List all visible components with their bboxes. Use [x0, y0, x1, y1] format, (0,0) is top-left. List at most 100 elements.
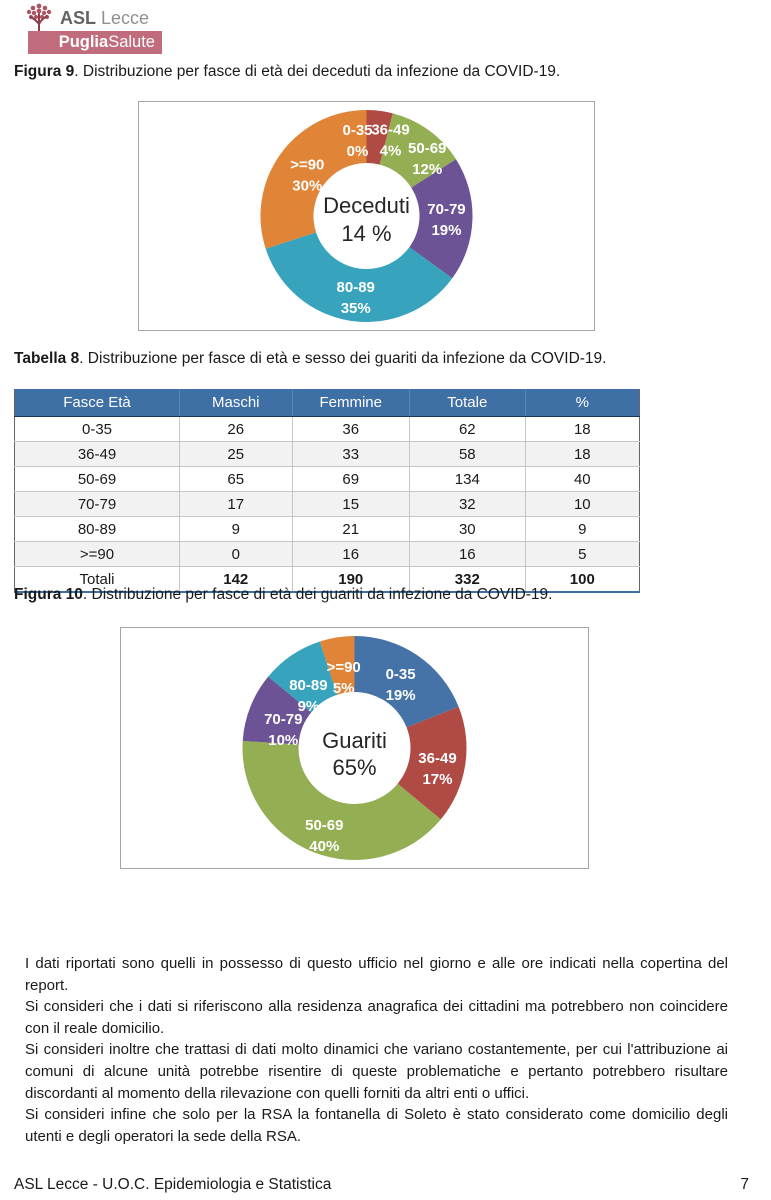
banner-rest: Salute [108, 33, 155, 51]
slice-label-category-36-49: 36-49 [371, 122, 409, 139]
column-header: Fasce Età [14, 389, 180, 417]
table-cell: 142 [179, 566, 292, 593]
table-cell: 32 [409, 491, 526, 517]
table-cell: 40 [524, 466, 640, 492]
column-header: Femmine [291, 389, 410, 417]
column-header: % [524, 389, 640, 417]
slice-label-category-0-35: 0-35 [342, 122, 372, 139]
figura10-caption: Figura 10. Distribuzione per fasce di et… [14, 586, 552, 604]
logo-text: ASL Lecce [60, 8, 149, 29]
figura9-caption-label: Figura 9 [14, 63, 75, 80]
table-cell: 9 [179, 516, 292, 542]
donut-slice->=90 [319, 636, 355, 695]
table-cell: 0 [179, 541, 292, 567]
slice-label-percent->=90: 5% [333, 680, 355, 697]
logo-lecce: Lecce [101, 8, 150, 28]
footer-office-label: ASL Lecce - U.O.C. Epidemiologia e Stati… [14, 1176, 332, 1193]
guariti-donut-chart: 0-35 19% 36-49 17% 50-69 40% 70-79 10% 80-89 9% >=… [242, 636, 467, 860]
deceduti-donut-chart: 0-35 0%36-49 4% 50-69 12% 70-79 19% 80-89 35% >=9… [260, 110, 473, 322]
slice-label-category-0-35: 0-35 [386, 666, 416, 683]
table-cell: 16 [409, 541, 526, 567]
note-paragraph: I dati riportati sono quelli in possesso… [25, 955, 728, 994]
slice-label-percent-70-79: 10% [268, 732, 298, 749]
slice-label-percent-50-69: 12% [412, 161, 442, 178]
figura10-caption-label: Figura 10 [14, 586, 83, 603]
column-header: Maschi [179, 389, 292, 417]
table-row: 0-35 26 36 62 18 [14, 416, 640, 442]
table-cell: 69 [291, 466, 410, 492]
page-footer: ASL Lecce - U.O.C. Epidemiologia e Stati… [14, 1176, 749, 1194]
donut-slice-70-79 [409, 159, 473, 279]
slice-label-category-80-89: 80-89 [337, 279, 375, 296]
figura9-caption: Figura 9. Distribuzione per fasce di età… [14, 63, 560, 81]
slice-label-category-70-79: 70-79 [264, 711, 302, 728]
table-row: 50-69 65 69 134 40 [14, 466, 640, 492]
note-paragraph: Si consideri che i dati si riferiscono a… [25, 998, 728, 1037]
puglia-salute-banner: PugliaSalute [28, 31, 162, 54]
table-cell: 58 [409, 441, 526, 467]
table-total-row: Totali 142 190 332 100 [14, 566, 640, 593]
slice-label-percent-0-35: 19% [386, 687, 416, 704]
donut-slice-36-49 [366, 110, 393, 165]
table-cell: 65 [179, 466, 292, 492]
table-cell: 25 [179, 441, 292, 467]
donut-slice->=90 [260, 110, 367, 249]
slice-label-category->=90: >=90 [327, 659, 361, 676]
table-cell: 16 [291, 541, 410, 567]
page-number: 7 [740, 1176, 749, 1193]
table-cell: 17 [179, 491, 292, 517]
slice-label-percent-70-79: 19% [431, 222, 461, 239]
table-cell: 26 [179, 416, 292, 442]
donut-slice-36-49 [397, 706, 467, 820]
table-row: 70-79 17 15 32 10 [14, 491, 640, 517]
slice-label-percent-36-49: 4% [380, 143, 402, 160]
tabella8-guariti-table: Fasce Età Maschi Femmine Totale% 0-35 26 36 62… [14, 389, 640, 593]
table-header: Fasce Età Maschi Femmine Totale% [14, 389, 640, 417]
slice-label-category->=90: >=90 [290, 156, 324, 173]
table-cell: 100 [524, 566, 640, 593]
table-cell: 62 [409, 416, 526, 442]
figura10-caption-text: . Distribuzione per fasce di età dei gua… [82, 586, 553, 603]
table-cell: 36 [291, 416, 410, 442]
table-cell: 18 [524, 441, 640, 467]
banner-bold: Puglia [58, 33, 109, 51]
donut-slice-50-69 [242, 740, 441, 860]
tree-icon [26, 3, 52, 32]
table-cell: 15 [291, 491, 410, 517]
slice-label-percent-80-89: 35% [341, 300, 371, 317]
figura9-chart-frame: 0-35 0% 36-49 4% 50-69 12% 70-79 19% 80-89 35% >=9… [138, 101, 595, 331]
table-row: >=90 0 16 16 5 [14, 541, 640, 567]
donut-center-label: Deceduti [323, 193, 410, 218]
table-cell: 21 [291, 516, 410, 542]
slice-label-percent->=90: 30% [292, 177, 322, 194]
slice-label-percent-50-69: 40% [309, 838, 339, 855]
slice-label-category-36-49: 36-49 [418, 750, 456, 767]
table-cell: >=90 [14, 541, 180, 567]
table-cell: 36-49 [14, 441, 180, 467]
table-cell: 70-79 [14, 491, 180, 517]
donut-slice-80-89 [268, 641, 338, 713]
table-cell: 80-89 [14, 516, 180, 542]
figura10-chart-frame: 0-35 19% 36-49 17% 50-69 40% 70-79 10% 80-89 9% >=… [120, 627, 589, 869]
logo-asl: ASL [60, 8, 96, 28]
table-header-row: Fasce Età Maschi Femmine Totale% [14, 389, 640, 417]
donut-center-label: Guariti [322, 728, 387, 753]
slice-label-category-70-79: 70-79 [427, 201, 465, 218]
notes-block: I dati riportati sono quelli in possesso… [25, 953, 728, 1147]
table-row: 80-89 9 21 30 9 [14, 516, 640, 542]
table-cell: 9 [524, 516, 640, 542]
slice-label-category-50-69: 50-69 [408, 140, 446, 157]
table-cell: 18 [524, 416, 640, 442]
figura9-caption-text: . Distribuzione per fasce di età dei dec… [74, 63, 561, 80]
table-body: 0-35 26 36 62 18 36-49 25 33 58 18 50-69 65 69 134 40 7… [14, 416, 640, 593]
table-cell: 10 [524, 491, 640, 517]
note-paragraph: Si consideri inoltre che trattasi di dat… [25, 1041, 728, 1102]
slice-label-percent-0-35: 0% [347, 143, 369, 160]
table-cell: 0-35 [14, 416, 180, 442]
table-cell: Totali [14, 566, 180, 593]
table-cell: 134 [409, 466, 526, 492]
tabella8-caption-label: Tabella 8 [14, 350, 80, 367]
tabella8-caption-text: . Distribuzione per fasce di età e sesso… [79, 350, 607, 367]
note-paragraph: Si consideri infine che solo per la RSA … [25, 1106, 728, 1145]
